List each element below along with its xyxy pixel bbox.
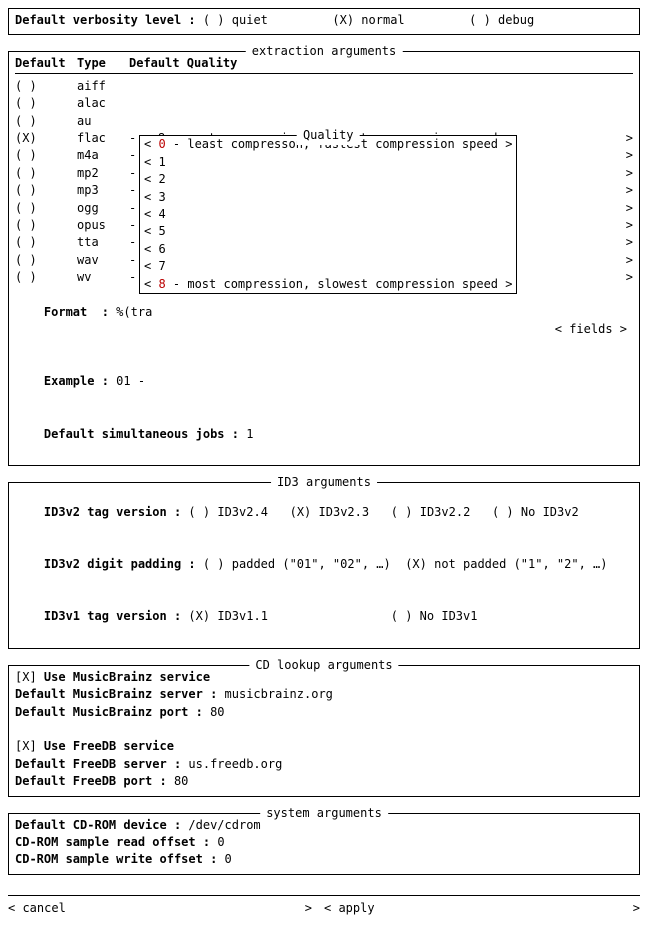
type-label: wav [77,252,129,269]
fdb-label: Use FreeDB service [44,739,174,753]
type-radio-wav[interactable]: ( ) [15,252,77,269]
type-label: mp2 [77,165,129,182]
type-label: au [77,113,129,130]
id3v2-opt-22[interactable]: ( ) ID3v2.2 [391,505,471,519]
type-label: alac [77,95,129,112]
quality-option-4[interactable]: < 4 [140,206,516,223]
type-label: opus [77,217,129,234]
id3pad-padded[interactable]: ( ) padded ("01", "02", …) [203,557,391,571]
fdb-port[interactable]: 80 [174,774,188,788]
type-label: tta [77,234,129,251]
system-box: system arguments Default CD-ROM device :… [8,813,640,875]
id3v2-opt-23[interactable]: (X) ID3v2.3 [290,505,370,519]
fdb-server[interactable]: us.freedb.org [188,757,282,771]
type-radio-alac[interactable]: ( ) [15,95,77,112]
type-radio-mp2[interactable]: ( ) [15,165,77,182]
bottom-bar: < cancel> < apply> [8,895,640,917]
cdrom-device-label: Default CD-ROM device : [15,818,181,832]
quality-option-6[interactable]: < 6 [140,241,516,258]
id3v1-opt-none[interactable]: ( ) No ID3v1 [391,609,478,623]
type-label: flac [77,130,129,147]
mb-check[interactable]: [X] [15,670,37,684]
write-offset[interactable]: 0 [225,852,232,866]
cdrom-device[interactable]: /dev/cdrom [188,818,260,832]
verbosity-normal[interactable]: (X) normal [332,12,404,29]
type-label: ogg [77,200,129,217]
cd-title: CD lookup arguments [249,657,398,674]
quality-option-3[interactable]: < 3 [140,189,516,206]
format-value[interactable]: %(tra [116,305,152,319]
id3-box: ID3 arguments ID3v2 tag version : ( ) ID… [8,482,640,649]
mb-server-label: Default MusicBrainz server : [15,687,217,701]
type-radio-ogg[interactable]: ( ) [15,200,77,217]
type-radio-wv[interactable]: ( ) [15,269,77,286]
type-radio-m4a[interactable]: ( ) [15,147,77,164]
type-radio-aiff[interactable]: ( ) [15,78,77,95]
system-title: system arguments [260,805,388,822]
verbosity-label: Default verbosity level : [15,13,196,27]
read-offset[interactable]: 0 [217,835,224,849]
mb-server[interactable]: musicbrainz.org [225,687,333,701]
type-row-aiff[interactable]: ( )aiff [15,78,633,95]
mb-port-label: Default MusicBrainz port : [15,705,203,719]
quality-option-1[interactable]: < 1 [140,154,516,171]
type-label: m4a [77,147,129,164]
fdb-port-label: Default FreeDB port : [15,774,167,788]
id3v2-label: ID3v2 tag version : [44,505,181,519]
type-radio-mp3[interactable]: ( ) [15,182,77,199]
format-row: Format : %(tra < fields > [15,286,633,356]
verbosity-box: Default verbosity level : ( ) quiet (X) … [8,8,640,35]
id3v1-label: ID3v1 tag version : [44,609,181,623]
type-label: aiff [77,78,129,95]
type-row-alac[interactable]: ( )alac [15,95,633,112]
apply-button[interactable]: < apply> [324,900,640,917]
jobs-row: Default simultaneous jobs : 1 [15,408,633,460]
type-radio-opus[interactable]: ( ) [15,217,77,234]
fields-button[interactable]: < fields > [555,321,627,338]
read-offset-label: CD-ROM sample read offset : [15,835,210,849]
id3-title: ID3 arguments [271,474,377,491]
quality-popup-title: Quality [297,127,360,144]
fdb-server-label: Default FreeDB server : [15,757,181,771]
extraction-box: extraction arguments Default Type Defaul… [8,51,640,466]
example-value: 01 - [116,374,145,388]
type-label: wv [77,269,129,286]
extraction-title: extraction arguments [246,43,403,60]
id3v1-opt-11[interactable]: (X) ID3v1.1 [188,609,268,623]
type-radio-flac[interactable]: (X) [15,130,77,147]
quality-option-7[interactable]: < 7 [140,258,516,275]
quality-popup[interactable]: Quality < 0 - least compresson, fastest … [139,135,517,294]
type-label: mp3 [77,182,129,199]
quality-option-2[interactable]: < 2 [140,171,516,188]
fdb-check[interactable]: [X] [15,739,37,753]
write-offset-label: CD-ROM sample write offset : [15,852,217,866]
mb-port[interactable]: 80 [210,705,224,719]
example-row: Example : 01 - [15,356,633,408]
id3v2-opt-24[interactable]: ( ) ID3v2.4 [188,505,268,519]
id3v2-opt-none[interactable]: ( ) No ID3v2 [492,505,579,519]
jobs-value[interactable]: 1 [246,427,253,441]
cancel-button[interactable]: < cancel> [8,900,324,917]
verbosity-debug[interactable]: ( ) debug [469,12,534,29]
id3pad-label: ID3v2 digit padding : [44,557,196,571]
quality-option-5[interactable]: < 5 [140,223,516,240]
type-radio-tta[interactable]: ( ) [15,234,77,251]
mb-label: Use MusicBrainz service [44,670,210,684]
cd-lookup-box: CD lookup arguments [X] Use MusicBrainz … [8,665,640,797]
quality-option-8[interactable]: < 8 - most compression, slowest compress… [140,276,516,293]
verbosity-quiet[interactable]: ( ) quiet [203,12,268,29]
id3pad-notpadded[interactable]: (X) not padded ("1", "2", …) [405,557,607,571]
type-radio-au[interactable]: ( ) [15,113,77,130]
